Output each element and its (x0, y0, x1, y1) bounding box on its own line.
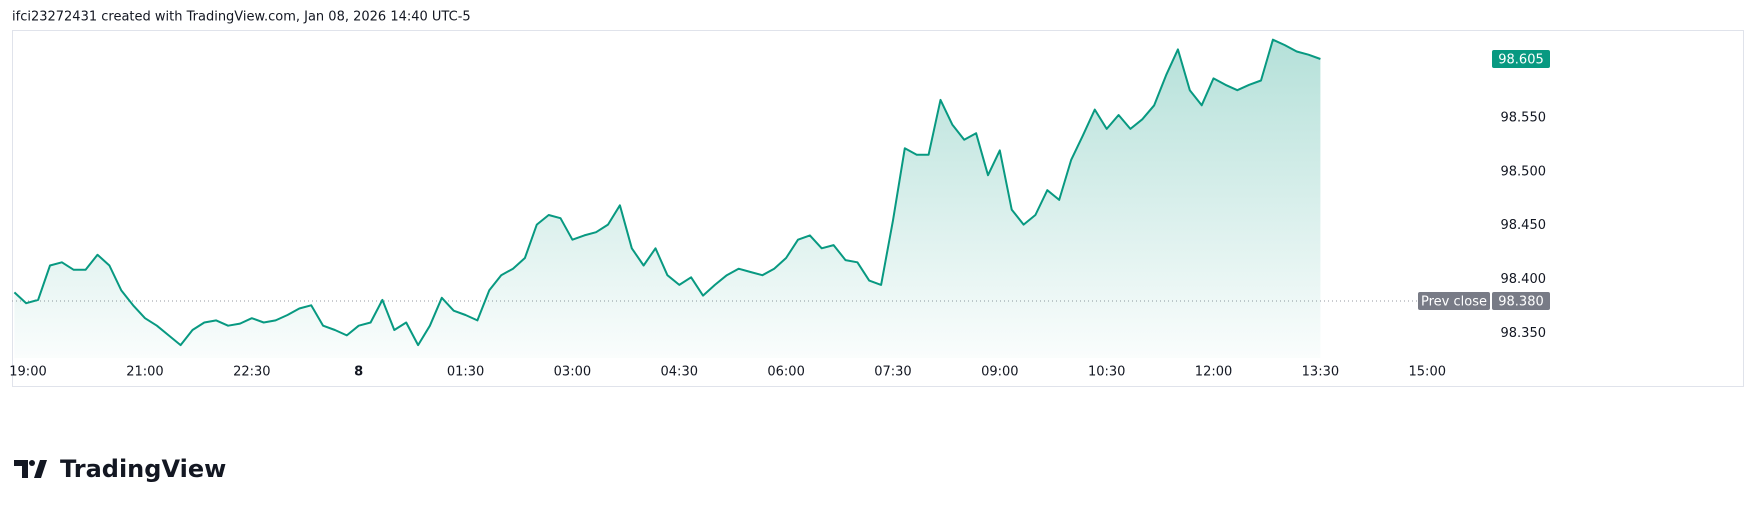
x-tick-label: 04:30 (661, 365, 698, 380)
x-tick-label: 06:00 (767, 365, 804, 380)
logo-icon (14, 460, 47, 478)
x-tick-label: 12:00 (1195, 365, 1232, 380)
prev-close-value: 98.380 (1498, 295, 1544, 310)
y-tick-label: 98.400 (1501, 272, 1547, 287)
last-price-label: 98.605 (1498, 53, 1544, 68)
x-tick-label: 22:30 (233, 365, 270, 380)
x-tick-label: 13:30 (1302, 365, 1339, 380)
x-tick-label: 09:00 (981, 365, 1018, 380)
prev-close-label: Prev close (1421, 295, 1487, 310)
x-tick-label: 01:30 (447, 365, 484, 380)
y-tick-label: 98.500 (1501, 164, 1547, 179)
logo-text: TradingView (60, 455, 226, 483)
x-tick-label: 8 (354, 365, 363, 380)
y-tick-label: 98.550 (1501, 111, 1547, 126)
header: ifci23272431 created with TradingView.co… (12, 10, 471, 25)
x-tick-label: 07:30 (874, 365, 911, 380)
y-tick-label: 98.450 (1501, 218, 1547, 233)
prev-close-tag (1418, 292, 1490, 311)
x-tick-label: 03:00 (554, 365, 591, 380)
prev-close-value-tag (1492, 292, 1550, 311)
x-tick-label: 21:00 (126, 365, 163, 380)
y-tick-label: 98.350 (1501, 326, 1547, 341)
price-line (13, 38, 1321, 347)
x-tick-label: 15:00 (1409, 365, 1446, 380)
x-tick-label: 19:00 (9, 365, 46, 380)
x-tick-label: 10:30 (1088, 365, 1125, 380)
last-price-tag (1492, 50, 1550, 69)
area-fill (14, 39, 1321, 358)
plot: 98.350 98.400 98.450 98.500 98.550 19:00 21:00… (9, 38, 1550, 380)
chart-frame (12, 30, 1744, 387)
